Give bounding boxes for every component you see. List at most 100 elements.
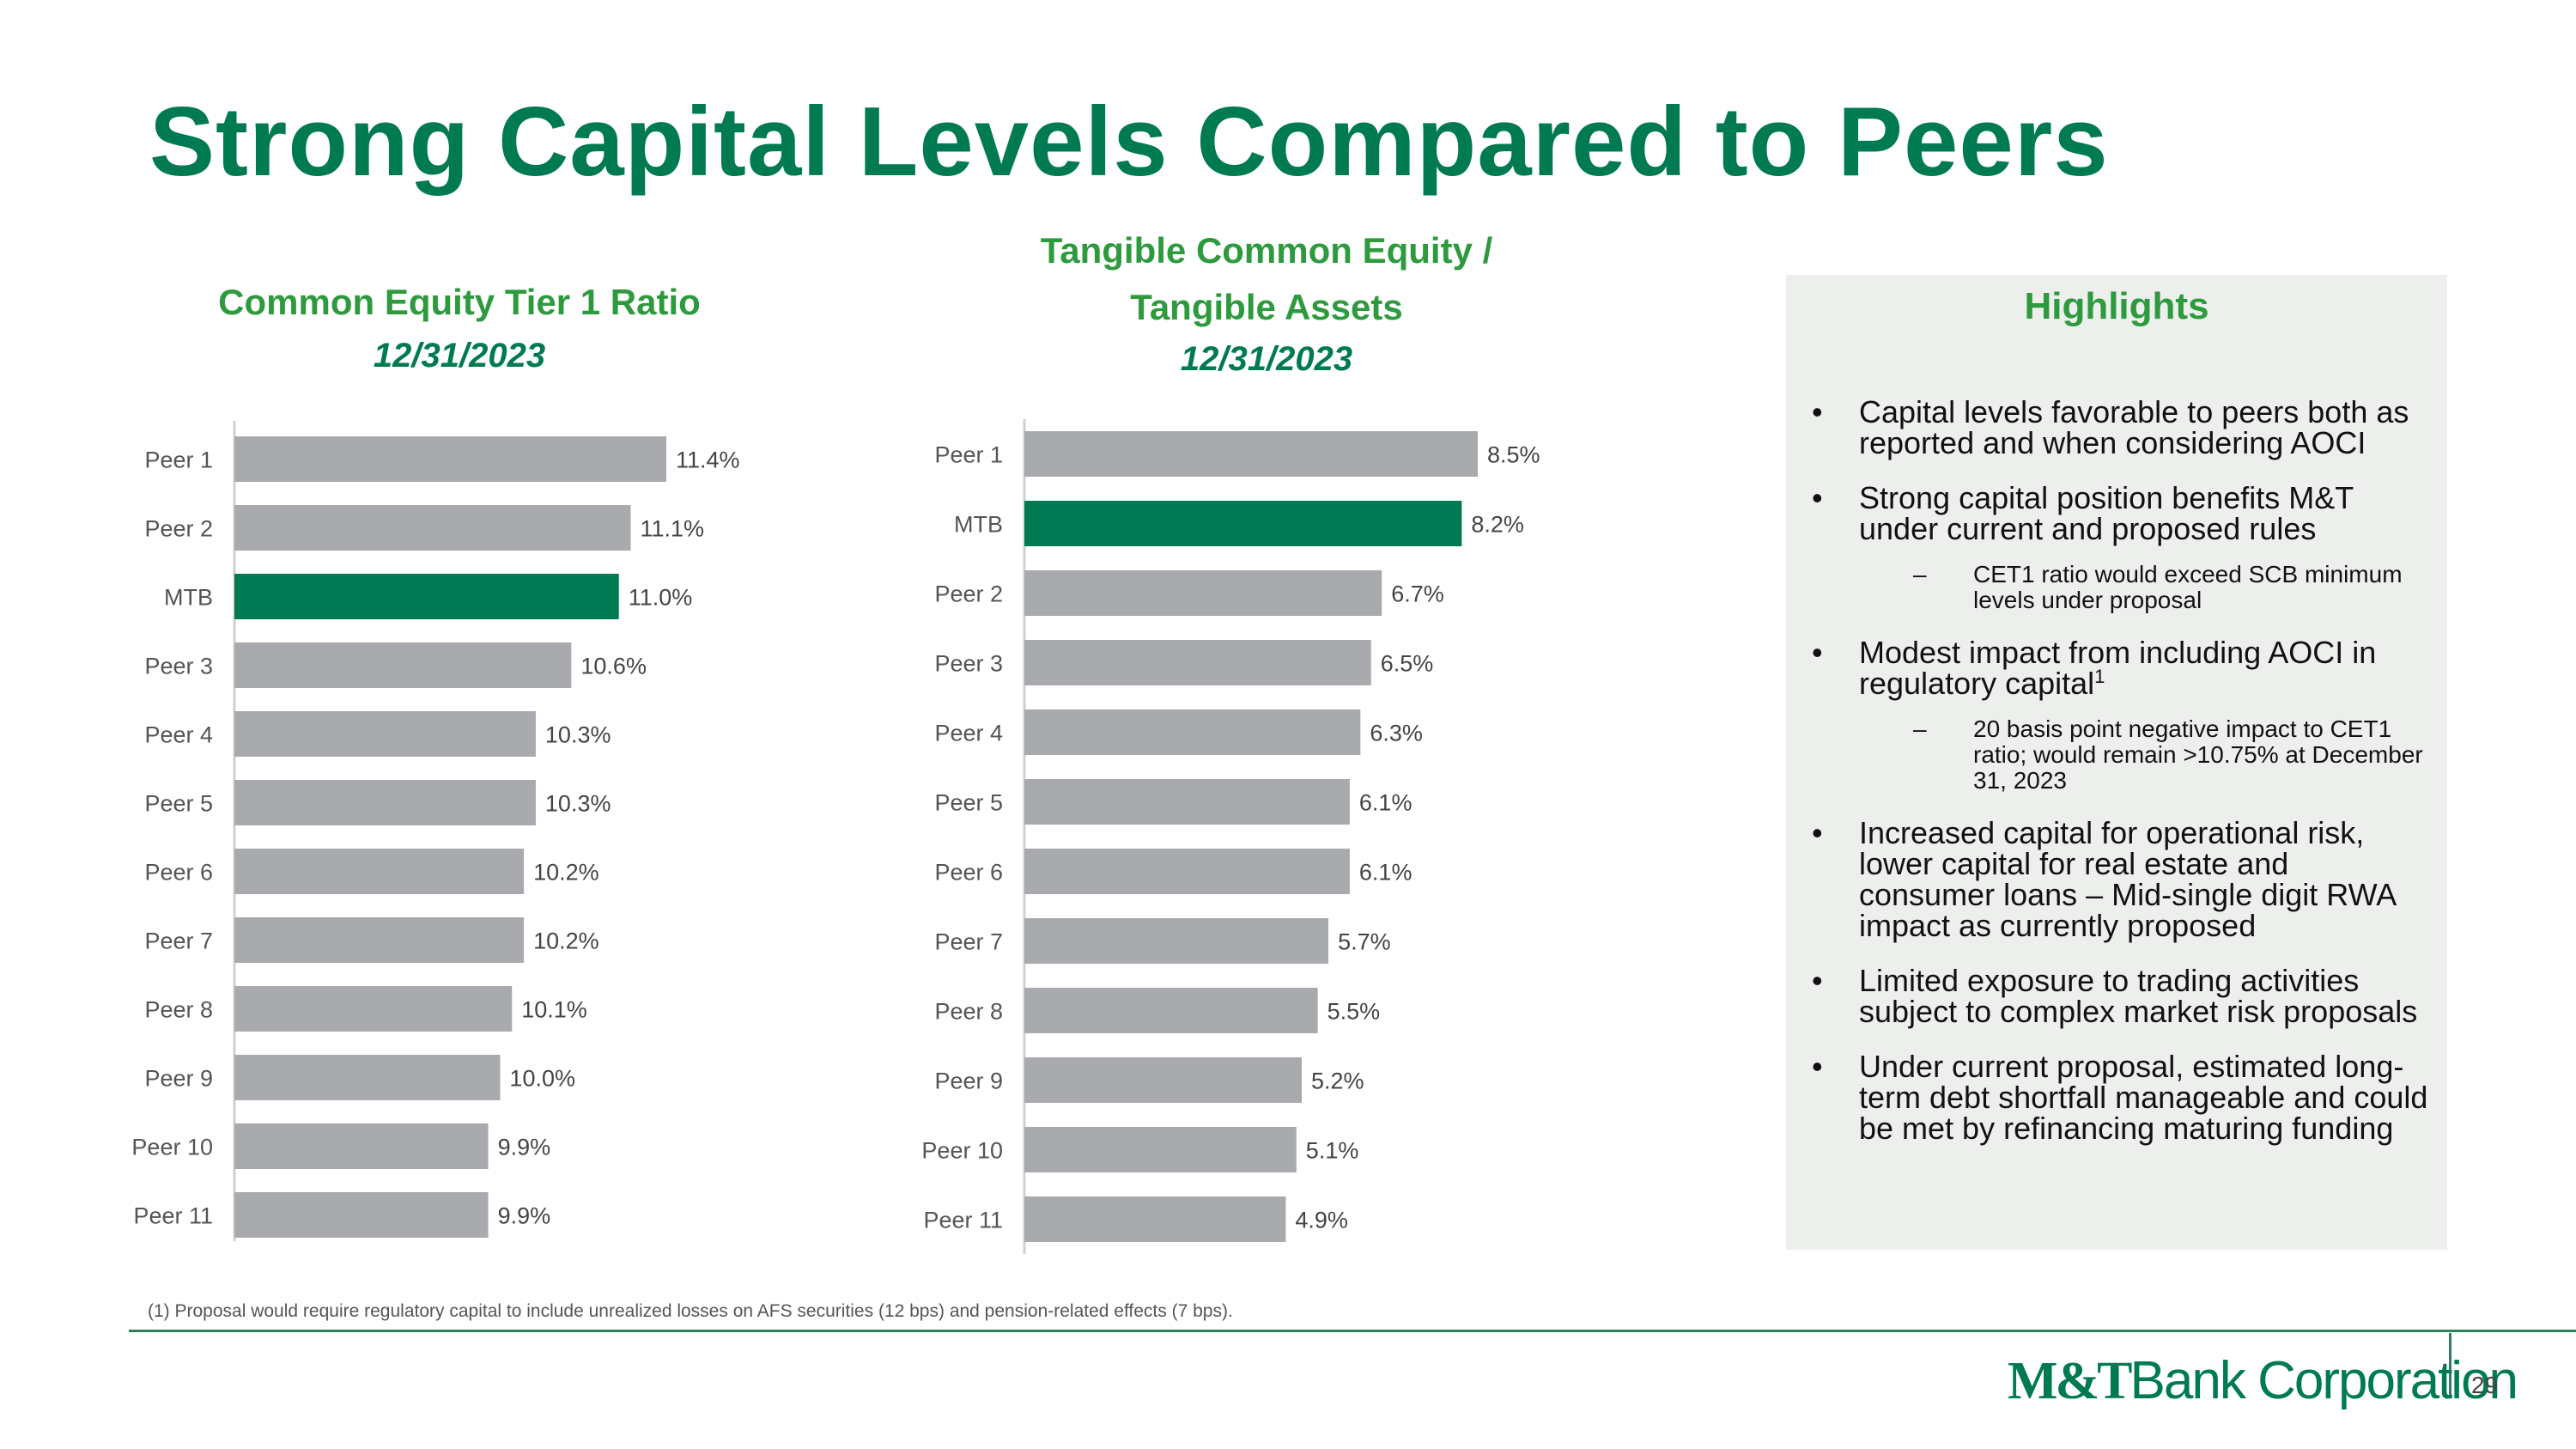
value-label: 11.0% (629, 585, 693, 611)
highlights-list: • Capital levels favorable to peers both… (1805, 397, 2428, 1168)
value-label: 6.1% (1359, 860, 1413, 886)
category-label: Peer 9 (934, 1068, 1003, 1094)
value-label: 5.5% (1327, 999, 1381, 1025)
category-label: Peer 7 (934, 929, 1003, 955)
bar-peer-2 (234, 505, 631, 551)
category-label: Peer 3 (144, 654, 213, 679)
bar-peer-11 (1024, 1196, 1286, 1242)
tce-chart-date: 12/31/2023 (1180, 340, 1353, 378)
highlight-text: Strong capital position benefits M&T und… (1859, 480, 2354, 546)
bar-peer-9 (1024, 1057, 1303, 1103)
tce-chart-title-line2: Tangible Assets (1130, 287, 1403, 327)
dash-icon: – (1913, 715, 1927, 742)
value-label: 8.5% (1487, 442, 1540, 468)
value-label: 10.6% (580, 654, 647, 679)
logo-wordmark: Bank Corporation (2129, 1351, 2518, 1410)
highlights-title: Highlights (2024, 285, 2209, 327)
value-label: 6.7% (1391, 581, 1444, 607)
bar-peer-7 (1024, 918, 1329, 964)
bar-mtb (1024, 501, 1462, 546)
bar-peer-3 (234, 642, 572, 688)
value-label: 10.3% (545, 791, 611, 817)
category-label: Peer 2 (144, 516, 213, 542)
bar-peer-8 (234, 986, 513, 1032)
highlight-subtext: 20 basis point negative impact to CET1 r… (1973, 715, 2423, 794)
dash-icon: – (1913, 561, 1927, 588)
bar-peer-1 (234, 436, 666, 482)
value-label: 5.2% (1311, 1068, 1364, 1094)
bar-peer-10 (1024, 1127, 1297, 1172)
value-label: 6.1% (1359, 790, 1413, 816)
bar-peer-5 (1024, 779, 1350, 825)
cet1-bar-chart: Peer 1 11.4% Peer 2 11.1% MTB 11.0% Peer 3 10.6… (131, 421, 740, 1241)
bar-peer-7 (234, 917, 525, 963)
bullet-icon: • (1812, 635, 1823, 670)
value-label: 11.4% (676, 447, 740, 473)
bar-peer-2 (1024, 570, 1382, 616)
category-label: Peer 11 (923, 1208, 1003, 1233)
category-label: Peer 8 (144, 997, 213, 1023)
highlight-subtext: CET1 ratio would exceed SCB minimum leve… (1973, 561, 2403, 613)
footer-vertical-divider (2449, 1333, 2451, 1397)
highlight-text: Under current proposal, estimated long-t… (1859, 1049, 2428, 1146)
value-label: 10.3% (545, 722, 611, 748)
bar-peer-5 (234, 780, 536, 825)
highlight-text: Increased capital for operational risk, … (1859, 815, 2396, 943)
highlight-item: • Under current proposal, estimated long… (1805, 1051, 2428, 1144)
value-label: 5.1% (1306, 1138, 1359, 1164)
category-label: MTB (164, 585, 213, 611)
tce-chart-title-line1: Tangible Common Equity / (1040, 230, 1493, 271)
category-label: Peer 5 (144, 791, 213, 817)
value-label: 4.9% (1295, 1208, 1348, 1233)
bar-mtb (234, 574, 619, 619)
highlight-text: Modest impact from including AOCI in reg… (1859, 635, 2377, 701)
highlight-subitem: – CET1 ratio would exceed SCB minimum le… (1913, 562, 2428, 613)
highlight-item: • Limited exposure to trading activities… (1805, 965, 2428, 1027)
value-label: 9.9% (498, 1135, 551, 1160)
logo-mark: M&T (2008, 1352, 2133, 1410)
highlight-item: • Capital levels favorable to peers both… (1805, 397, 2428, 459)
value-label: 10.2% (533, 928, 599, 954)
highlight-text: Capital levels favorable to peers both a… (1859, 394, 2409, 460)
bar-peer-9 (234, 1055, 501, 1100)
category-label: Peer 10 (131, 1135, 213, 1160)
bar-peer-4 (1024, 709, 1361, 755)
category-label: Peer 8 (934, 999, 1003, 1025)
bar-peer-3 (1024, 640, 1371, 685)
page-number: 29 (2471, 1372, 2499, 1398)
value-label: 10.1% (521, 997, 587, 1023)
bar-peer-6 (1024, 849, 1350, 894)
category-label: MTB (954, 512, 1003, 538)
category-label: Peer 1 (144, 447, 213, 473)
bar-peer-4 (234, 711, 536, 757)
highlight-text: Limited exposure to trading activities s… (1859, 963, 2418, 1029)
bar-peer-6 (234, 849, 525, 894)
value-label: 8.2% (1471, 512, 1524, 538)
bullet-icon: • (1812, 480, 1823, 515)
value-label: 6.3% (1370, 721, 1423, 746)
company-logo: M&TBank Corporation (2008, 1350, 2518, 1412)
category-label: Peer 1 (934, 442, 1003, 468)
category-label: Peer 11 (133, 1203, 213, 1229)
value-label: 9.9% (498, 1203, 551, 1229)
category-label: Peer 3 (934, 651, 1003, 677)
category-label: Peer 4 (934, 721, 1003, 746)
bar-peer-10 (234, 1123, 489, 1169)
bar-peer-11 (234, 1192, 489, 1238)
category-label: Peer 2 (934, 581, 1003, 607)
bullet-icon: • (1812, 815, 1823, 850)
value-label: 6.5% (1381, 651, 1434, 677)
tce-bar-chart: Peer 1 8.5% MTB 8.2% Peer 2 6.7% Peer 3 6.5% Pee… (921, 419, 1540, 1254)
category-label: Peer 9 (144, 1066, 213, 1092)
page-title: Strong Capital Levels Compared to Peers (149, 88, 2109, 197)
value-label: 5.7% (1338, 929, 1391, 955)
bullet-icon: • (1812, 963, 1823, 998)
category-label: Peer 7 (144, 928, 213, 954)
value-label: 10.2% (533, 860, 599, 886)
category-label: Peer 10 (921, 1138, 1003, 1164)
highlight-item: • Modest impact from including AOCI in r… (1805, 637, 2428, 794)
cet1-chart-title: Common Equity Tier 1 Ratio (218, 282, 701, 322)
bullet-icon: • (1812, 1049, 1823, 1084)
category-label: Peer 4 (144, 722, 213, 748)
highlight-subitem: – 20 basis point negative impact to CET1… (1913, 716, 2428, 794)
